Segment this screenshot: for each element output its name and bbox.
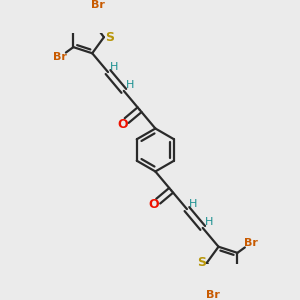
Text: H: H — [110, 61, 119, 72]
Text: O: O — [149, 198, 159, 211]
Text: Br: Br — [91, 0, 104, 10]
Text: O: O — [117, 118, 128, 130]
Text: Br: Br — [206, 290, 220, 300]
Text: Br: Br — [244, 238, 258, 248]
Text: H: H — [205, 218, 213, 227]
Text: H: H — [189, 199, 198, 209]
Text: Br: Br — [53, 52, 67, 62]
Text: S: S — [197, 256, 206, 269]
Text: S: S — [105, 31, 114, 44]
Text: H: H — [126, 80, 134, 91]
